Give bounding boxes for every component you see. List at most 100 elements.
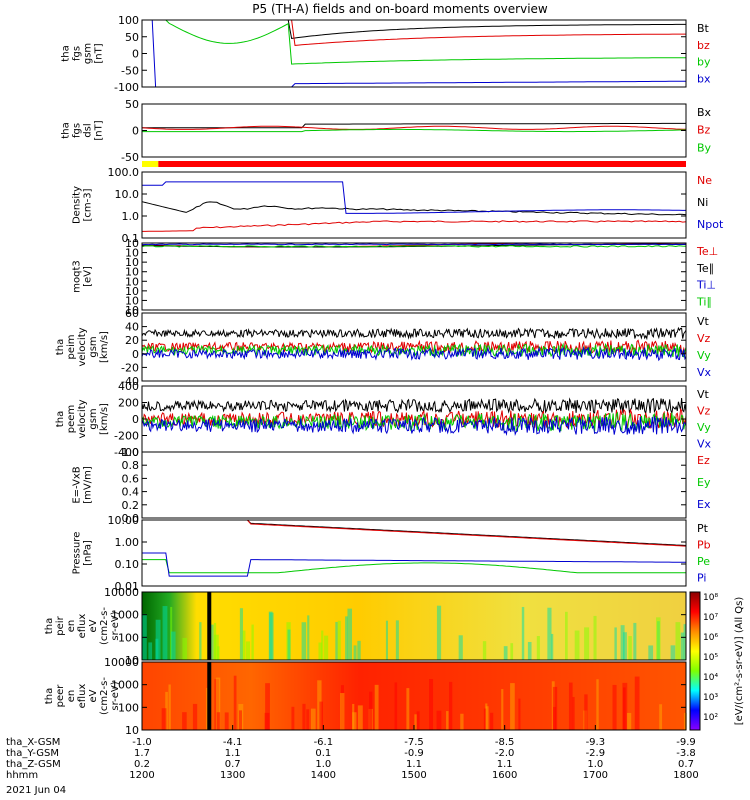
xaxis-row-label: tha_X-GSM xyxy=(6,737,60,748)
ytick-label: 0.4 xyxy=(122,486,140,499)
xaxis-value: 1200 xyxy=(129,770,154,781)
xaxis-value: -2.0 xyxy=(495,748,515,759)
ytick-label: -200 xyxy=(114,430,139,443)
xaxis-value: -9.9 xyxy=(676,737,696,748)
colorbar-tick: 10⁴ xyxy=(703,673,718,683)
series-peim-Vt xyxy=(141,326,687,341)
legend-density-Ni: Ni xyxy=(697,196,708,209)
panel-peir: 10000 1000 100 10 tha peir en eflux eV (cm2-s-sr-… xyxy=(44,586,687,667)
ylabel-line: E=-VxB xyxy=(72,466,83,503)
ytick-label: 10 xyxy=(125,304,139,317)
legend-peem-Vy: Vy xyxy=(697,421,711,434)
xaxis-value: -8.5 xyxy=(495,737,515,748)
panel-peem: 400 200 0 -200 -400 tha peem velocity gsm [km/s] V… xyxy=(55,380,712,459)
series-temp-Ti⊥ xyxy=(141,243,687,246)
x-axis: tha_X-GSM -1.0 -4.1 -6.1 -7.5 -8.5 -9.3 -9.9 tha… xyxy=(6,725,699,796)
colorbar: 10⁸ 10⁷ 10⁶ 10⁵ 10⁴ 10³ 10² [eV/(cm²-s-sr-eV)] … xyxy=(689,591,745,731)
series-peim-Vx xyxy=(141,346,687,362)
ytick-label: 400 xyxy=(118,380,139,393)
xaxis-value: -6.1 xyxy=(314,737,334,748)
series-density-Ni xyxy=(141,201,687,216)
panel-density: 100.0 10.0 1.0 0.1 Density [cm-3] Ne Ni Npot xyxy=(72,166,724,245)
legend-fgs_dsl-Bx: Bx xyxy=(697,106,712,119)
ylabel-line: [mV/m] xyxy=(83,466,94,504)
xaxis-value: -1.0 xyxy=(132,737,152,748)
ylabel-line: tha xyxy=(61,45,72,61)
panel-pressure: 10.00 1.00 0.10 0.01 Pressure [nPa] Pt Pb Pe Pi xyxy=(72,514,711,593)
ylabel-line: dsl xyxy=(83,123,94,137)
ytick-label: 10 xyxy=(125,724,139,737)
panel-fgs_dsl: 50 0 -50 tha fgs dsl [nT] Bx Bz By xyxy=(61,98,712,164)
ytick-label: -100 xyxy=(114,81,139,94)
ylabel-line: en xyxy=(66,620,77,633)
ylabel-line: en xyxy=(66,690,77,703)
ylabel-line: peer xyxy=(55,684,66,708)
ylabel-line: fgs xyxy=(72,123,83,138)
ytick-label: 200 xyxy=(118,397,139,410)
ytick-label: 0 xyxy=(132,48,139,61)
ytick-label: 100 xyxy=(118,14,139,27)
xaxis-value: 1.1 xyxy=(225,748,241,759)
ylabel-line: eflux xyxy=(77,684,88,709)
ytick-label: 10.00 xyxy=(108,514,140,527)
ylabel-line: peem xyxy=(66,405,77,433)
ylabel-line: sr-eV) xyxy=(110,611,121,640)
chart-title: P5 (TH-A) fields and on-board moments ov… xyxy=(252,2,548,16)
ytick-label: 60 xyxy=(125,307,139,320)
heatmap-peir xyxy=(142,592,686,660)
ylabel-line: [nT] xyxy=(94,43,105,63)
series-peim-Vy xyxy=(141,342,687,358)
ytick-label: 0.01 xyxy=(115,580,140,593)
ylabel-line: sr-eV) xyxy=(110,681,121,710)
legend-density-Ne: Ne xyxy=(697,174,712,187)
xaxis-value: 1.1 xyxy=(497,759,513,770)
ytick-label: -400 xyxy=(114,446,139,459)
legend-peem-Vz: Vz xyxy=(697,405,711,418)
legend-pressure-Pi: Pi xyxy=(697,572,706,585)
legend-temp-Te∥: Te∥ xyxy=(696,262,714,275)
ytick-label: -40 xyxy=(121,375,139,388)
ytick-label: -50 xyxy=(121,64,139,77)
legend-density-Npot: Npot xyxy=(697,218,724,231)
ylabel-line: tha xyxy=(44,688,55,704)
ytick-label: 0.0 xyxy=(122,512,140,525)
series-fgs_gsm-by xyxy=(142,19,686,65)
legend-peem-Vt: Vt xyxy=(697,388,710,401)
ylabel-line: [km/s] xyxy=(99,331,110,363)
xaxis-value: 1.0 xyxy=(315,759,331,770)
legend-temp-Ti⊥: Ti⊥ xyxy=(696,279,716,292)
ylabel-line: velocity xyxy=(77,399,88,438)
ytick-label: 100.0 xyxy=(108,166,140,179)
ytick-label: 0.2 xyxy=(122,499,140,512)
legend-efield-Ex: Ex xyxy=(697,498,711,511)
ylabel-line: tha xyxy=(55,411,66,427)
legend-fgs_gsm-by: by xyxy=(697,56,711,69)
ytick-label: 1000 xyxy=(111,609,139,622)
ytick-label: 10 xyxy=(125,285,139,298)
legend-fgs_dsl-By: By xyxy=(697,141,712,154)
ytick-label: 50 xyxy=(125,31,139,44)
xaxis-value: 1800 xyxy=(673,770,698,781)
legend-pressure-Pb: Pb xyxy=(697,539,711,552)
panel-peer: 10000 1000 100 10 tha peer en eflux eV (cm2-s-sr-… xyxy=(44,656,687,737)
ylabel-line: (cm2-s- xyxy=(99,607,110,645)
ylabel-line: [km/s] xyxy=(99,403,110,435)
xaxis-value: -0.9 xyxy=(404,748,424,759)
ylabel-line: fgs xyxy=(72,46,83,61)
series-temp-Ti∥ xyxy=(141,245,687,248)
ylabel-line: Density xyxy=(72,186,83,224)
ylabel-line: gsm xyxy=(88,408,99,429)
colorbar-tick: 10⁸ xyxy=(703,593,718,603)
xaxis-value: 0.2 xyxy=(134,759,150,770)
ytick-label: 10 xyxy=(125,275,139,288)
legend-pressure-Pe: Pe xyxy=(697,555,710,568)
legend-peim-Vz: Vz xyxy=(697,332,711,345)
xaxis-value: -9.3 xyxy=(586,737,606,748)
legend-pressure-Pt: Pt xyxy=(697,522,709,535)
ylabel-line: gsm xyxy=(83,43,94,64)
series-fgs_dsl-Bz xyxy=(141,125,687,130)
series-pressure-Pe xyxy=(142,559,686,574)
series-peem-Vt xyxy=(141,397,687,416)
colorbar-label: [eV/(cm²-s-sr-eV)] (All Qs) xyxy=(734,597,745,726)
xaxis-value: -3.8 xyxy=(676,748,696,759)
